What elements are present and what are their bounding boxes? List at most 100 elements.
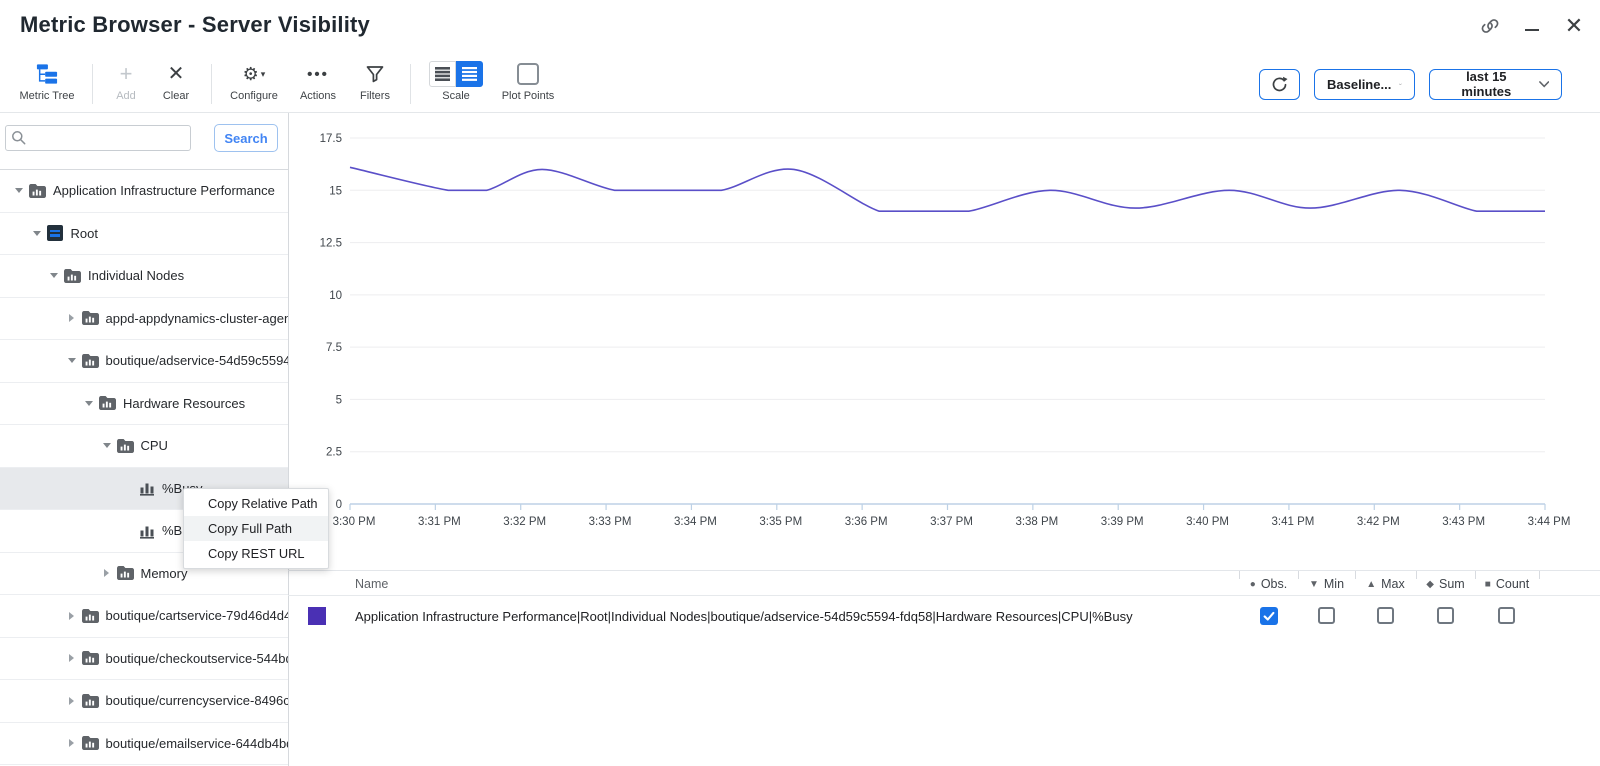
toolbar-separator [211,64,212,104]
caret-down-icon[interactable] [14,186,24,196]
caret-right-icon[interactable] [67,696,77,706]
unchecked-checkbox-count[interactable] [1498,607,1515,624]
tree-item-label: Application Infrastructure Performance [53,183,275,199]
triangle-up-icon: ▲ [1366,578,1377,590]
caret-down-icon[interactable] [84,398,94,408]
plot-points-control: Plot Points [499,61,557,107]
filters-button[interactable]: Filters [352,61,398,107]
configure-button[interactable]: ⚙ ▾ Configure [224,61,284,107]
caret-down-icon[interactable] [49,271,59,281]
time-range-dropdown-label: last 15 minutes [1461,69,1512,99]
scale-option-left-button[interactable] [429,61,456,87]
plot-points-checkbox[interactable] [517,63,539,85]
square-icon: ■ [1484,578,1491,590]
metric-path-text: Application Infrastructure Performance|R… [355,609,1133,624]
svg-text:3:41 PM: 3:41 PM [1272,516,1315,528]
configure-label: Configure [230,90,278,102]
close-button[interactable]: ✕ [1564,13,1584,38]
unchecked-checkbox-min[interactable] [1317,607,1335,624]
plot-points-label: Plot Points [501,90,555,102]
svg-text:3:32 PM: 3:32 PM [503,516,546,528]
svg-text:3:35 PM: 3:35 PM [759,516,802,528]
caret-right-icon[interactable] [67,653,77,663]
caret-right-icon[interactable] [102,568,112,578]
svg-text:3:31 PM: 3:31 PM [418,516,461,528]
caret-down-icon[interactable] [67,356,77,366]
metric-tree-button[interactable]: Metric Tree [14,61,80,107]
chevron-down-icon [1399,83,1402,85]
tree-item-label: boutique/emailservice-644db4bdf8-lc [105,735,289,751]
unchecked-checkbox-max[interactable] [1376,607,1394,624]
copy-link-icon[interactable] [1478,14,1502,38]
time-range-dropdown[interactable]: last 15 minutes [1429,68,1562,100]
caret-down-icon[interactable] [102,441,112,451]
minimize-button[interactable] [1520,14,1544,38]
caret-right-icon[interactable] [67,313,77,323]
scale-option-right-button[interactable] [456,61,483,87]
caret-right-icon[interactable] [67,611,77,621]
stat-column-label: Obs. [1260,577,1288,591]
refresh-button[interactable] [1259,68,1300,100]
svg-text:3:38 PM: 3:38 PM [1015,516,1058,528]
metric-table: Name ● Obs. ▼ Min ▲ Max ◆ Sum ■ Count Application… [288,570,1600,766]
clear-label: Clear [162,90,190,102]
stat-column-label: Sum [1439,577,1465,591]
toolbar-separator [410,64,411,104]
baseline-dropdown[interactable]: Baseline... [1314,68,1415,100]
search-input[interactable] [5,125,191,151]
titlebar: Metric Browser - Server Visibility ✕ [0,0,1600,56]
column-divider [1416,571,1417,579]
search-row: Search [0,113,288,170]
tree-item[interactable]: Application Infrastructure Performance [0,170,288,213]
add-button[interactable]: + Add [105,61,147,107]
tree-item[interactable]: appd-appdynamics-cluster-agent-app [0,297,289,340]
metric-table-row: Application Infrastructure Performance|R… [288,597,1600,641]
tree-item[interactable]: boutique/checkoutservice-544bdf649 [0,637,288,680]
actions-button[interactable]: ••• Actions [292,61,344,107]
column-divider [1539,571,1540,579]
actions-label: Actions [299,90,337,102]
context-menu-item[interactable]: Copy REST URL [208,546,305,561]
svg-text:17.5: 17.5 [320,133,342,145]
tree-item[interactable]: boutique/currencyservice-8496cb5c7 [0,680,288,723]
tree-item[interactable]: Root [0,212,288,255]
svg-text:3:43 PM: 3:43 PM [1442,516,1485,528]
search-button[interactable]: Search [214,124,278,152]
tree-item-label: appd-appdynamics-cluster-agent-app [105,310,289,326]
svg-text:5: 5 [336,394,342,406]
svg-text:7.5: 7.5 [326,342,342,354]
filters-label: Filters [360,90,390,102]
toolbar-right-group: Baseline... last 15 minutes [1259,68,1562,100]
tree-item[interactable]: boutique/adservice-54d59c5594-fdq58 [0,340,288,383]
context-menu-item[interactable]: Copy Relative Path [208,496,318,511]
ellipsis-icon: ••• [307,65,329,83]
tree-item[interactable]: boutique/cartservice-79d46d4d46-9b [0,595,288,638]
add-label: Add [116,90,136,102]
tree-item-label: boutique/adservice-54d59c5594-fdq58 [105,353,289,369]
context-menu-item[interactable]: Copy Full Path [184,516,328,541]
caret-down-icon[interactable] [32,228,42,238]
tree-item[interactable]: Hardware Resources [0,382,288,425]
funnel-icon [365,61,385,87]
metric-tree-panel: Search Application Infrastructure Perfor… [0,113,289,766]
unchecked-checkbox-sum[interactable] [1436,607,1454,624]
tree-item[interactable]: Individual Nodes [0,255,288,298]
series-color-swatch [308,607,326,625]
tree-item[interactable]: CPU [0,425,288,468]
folder-metrics-icon [99,395,116,412]
checked-checkbox-obs[interactable] [1259,607,1278,625]
tree-item[interactable]: Memory [0,552,288,595]
clear-button[interactable]: ✕ Clear [153,61,199,107]
metric-chart[interactable]: 0 2.5 5 7.5 10 12.5 15 17.5 3:30 PM 3:31 PM 3:32 P… [288,113,1600,560]
folder-metrics-icon [64,267,81,284]
scale-label: Scale [442,90,470,102]
tree-item[interactable]: boutique/emailservice-644db4bdf8-lc [0,722,289,765]
caret-right-icon[interactable] [67,738,77,748]
svg-text:3:39 PM: 3:39 PM [1101,516,1144,528]
context-menu: Copy Relative Path Copy Full Path Copy RES… [183,488,329,569]
line-chart-canvas: 0 2.5 5 7.5 10 12.5 15 17.5 3:30 PM 3:31 PM 3:32 P… [320,133,1571,528]
diamond-icon: ◆ [1426,578,1434,590]
tree-item-label: boutique/currencyservice-8496cb5c7 [105,693,289,709]
tree-item-label: CPU [140,438,168,454]
toolbar-separator [92,64,93,104]
